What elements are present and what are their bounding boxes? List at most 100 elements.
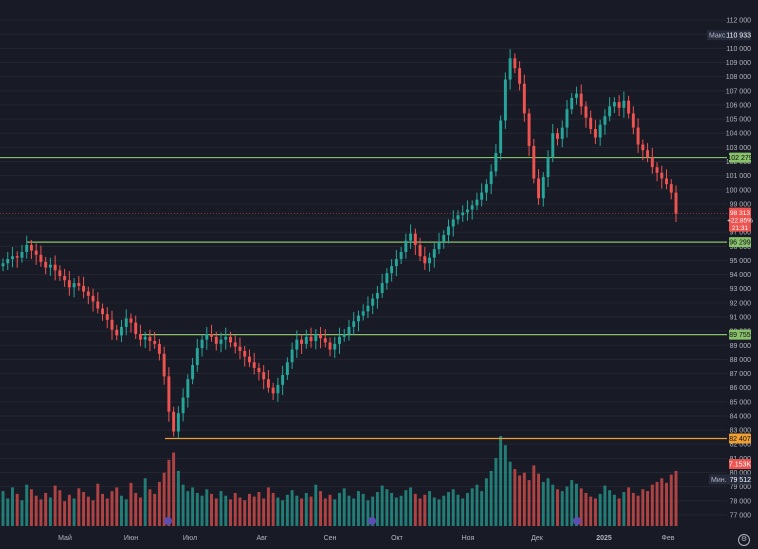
candle-body bbox=[281, 374, 285, 385]
candle-body bbox=[380, 283, 384, 293]
candle-body bbox=[385, 273, 389, 284]
price-tick-label: 83 000 bbox=[730, 428, 752, 435]
volume-bar bbox=[413, 493, 417, 526]
volume-bar bbox=[641, 489, 645, 526]
candle-body bbox=[205, 333, 209, 340]
last-price-badge bbox=[729, 207, 751, 232]
volume-bar bbox=[366, 500, 370, 526]
volume-bar bbox=[58, 490, 62, 526]
candle-body bbox=[153, 341, 157, 344]
time-axis[interactable]: Май Июн Июл Авг Сен Окт Ноя Дек 2025 Фев bbox=[58, 534, 675, 542]
volume-bar bbox=[229, 499, 232, 526]
candle-body bbox=[375, 292, 379, 299]
level-badge-label: 96 299 bbox=[729, 240, 751, 247]
candle-body bbox=[551, 133, 555, 158]
candle-body bbox=[290, 349, 294, 363]
volume-bar bbox=[262, 498, 266, 526]
volume-bar bbox=[356, 491, 360, 526]
volume-bar bbox=[304, 492, 308, 526]
volume-bar bbox=[537, 473, 541, 526]
min-badge bbox=[709, 474, 751, 485]
candle-body bbox=[229, 336, 232, 343]
volume-bar bbox=[394, 497, 398, 526]
candle-body bbox=[513, 58, 517, 69]
time-tick-label: 2025 bbox=[596, 535, 612, 542]
candle-body bbox=[456, 215, 460, 220]
candle-body bbox=[91, 295, 95, 302]
time-tick-label: Фев bbox=[662, 535, 675, 542]
candle-body bbox=[300, 339, 304, 344]
volume-bar bbox=[579, 488, 583, 526]
candle-body bbox=[247, 356, 251, 363]
candle-body bbox=[598, 124, 602, 138]
candle-body bbox=[304, 336, 308, 344]
candle-body bbox=[200, 339, 204, 349]
volume-bar bbox=[380, 485, 384, 526]
candle-body bbox=[480, 192, 484, 200]
volume-bar bbox=[575, 483, 578, 526]
volume-bar bbox=[162, 472, 166, 526]
volume-bar bbox=[48, 497, 52, 526]
volume-bar bbox=[617, 498, 621, 526]
volume-bar bbox=[53, 485, 57, 526]
candle-body bbox=[560, 127, 564, 139]
volume-bar bbox=[371, 496, 375, 526]
level-badge bbox=[729, 329, 751, 340]
candles bbox=[1, 49, 678, 439]
volume-bar bbox=[167, 459, 171, 526]
volume-bar bbox=[319, 491, 323, 526]
horizontal-levels[interactable] bbox=[0, 156, 727, 440]
candle-body bbox=[499, 120, 503, 154]
candle-body bbox=[20, 251, 24, 258]
volume-bar bbox=[390, 492, 394, 526]
volume-bar bbox=[522, 472, 526, 526]
price-tick-label: 108 000 bbox=[726, 74, 751, 81]
candle-body bbox=[44, 261, 48, 268]
candle-body bbox=[129, 318, 133, 323]
volume-bar bbox=[191, 487, 195, 526]
candle-body bbox=[167, 376, 171, 412]
price-badges: 102 279 96 299 89 755 82 407 Макс.110 933 Мин… bbox=[164, 30, 753, 525]
volume-bar bbox=[432, 497, 436, 526]
candle-body bbox=[67, 280, 71, 288]
candle-body bbox=[63, 276, 67, 281]
volume-bar bbox=[276, 497, 280, 526]
gear-icon[interactable]: ⚙ bbox=[738, 534, 750, 546]
price-tick-label: 97 000 bbox=[730, 230, 752, 237]
level-badge-label: 82 407 bbox=[729, 436, 751, 443]
candle-body bbox=[489, 171, 493, 185]
volume-bar bbox=[96, 483, 100, 526]
candle-body bbox=[660, 172, 664, 179]
price-tick-label: 84 000 bbox=[730, 413, 752, 420]
candle-body bbox=[328, 342, 332, 350]
candle-body bbox=[665, 178, 668, 185]
candle-body bbox=[39, 254, 43, 262]
volume-bar bbox=[508, 461, 512, 526]
volume-bar bbox=[176, 470, 180, 526]
volume-bar bbox=[404, 490, 408, 526]
volume-bar bbox=[67, 494, 71, 526]
volume-bar bbox=[285, 494, 289, 526]
price-tick-label: 93 000 bbox=[730, 286, 752, 293]
candle-body bbox=[11, 256, 14, 260]
candle-body bbox=[475, 199, 479, 206]
candle-body bbox=[546, 157, 550, 178]
volume-bar bbox=[314, 484, 318, 526]
volume-bar bbox=[214, 498, 218, 526]
candle-body bbox=[432, 249, 436, 258]
volume-bar bbox=[347, 495, 351, 526]
volume-bar bbox=[636, 495, 640, 526]
candle-body bbox=[309, 336, 313, 342]
candle-body bbox=[347, 326, 351, 334]
volume-bar bbox=[608, 490, 612, 526]
volume-bar bbox=[584, 492, 588, 526]
volume-bar bbox=[124, 499, 128, 526]
candle-body bbox=[646, 150, 650, 158]
price-tick-label: 103 000 bbox=[726, 145, 751, 152]
volume-bar bbox=[631, 492, 635, 526]
candle-body bbox=[390, 266, 394, 274]
volume-bar bbox=[503, 445, 507, 526]
volume-bar bbox=[210, 493, 214, 526]
